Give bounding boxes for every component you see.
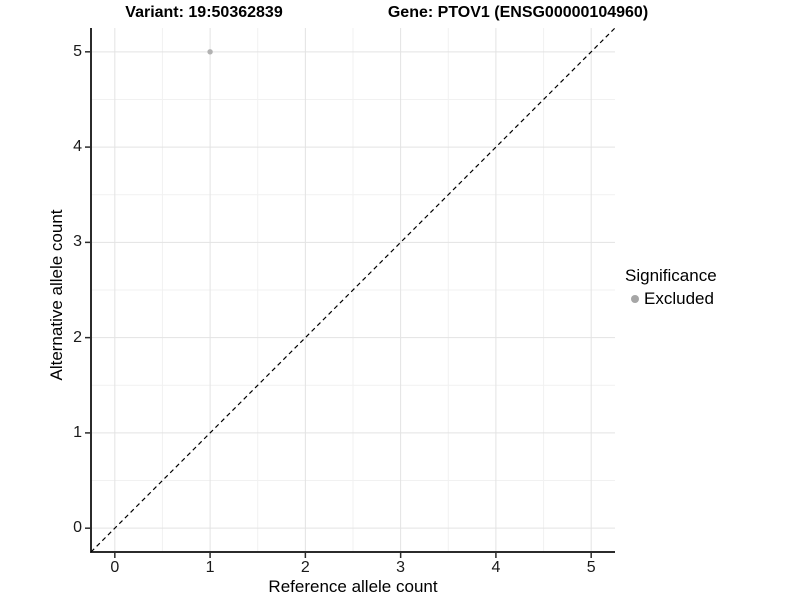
legend-item-label: Excluded (644, 289, 714, 308)
y-tick-label: 0 (73, 519, 82, 537)
identity-line (90, 27, 616, 553)
legend-item-excluded: Excluded (625, 289, 717, 309)
y-tick-label: 2 (73, 328, 82, 346)
y-tick-label: 3 (73, 233, 82, 251)
x-tick-label: 1 (205, 559, 215, 576)
y-tick-label: 4 (73, 138, 82, 156)
legend-point-marker-icon (631, 295, 639, 303)
y-axis-title: Alternative allele count (47, 209, 66, 381)
x-axis-title: Reference allele count (268, 577, 438, 596)
plot-title-gene: Gene: PTOV1 (ENSG00000104960) (387, 4, 649, 21)
y-tick-label: 5 (73, 42, 82, 60)
x-tick-label: 2 (300, 559, 310, 576)
legend-title: Significance (625, 266, 717, 285)
data-point (207, 49, 213, 55)
x-tick-label: 4 (491, 559, 501, 576)
y-tick-label: 1 (73, 423, 82, 441)
legend: Significance Excluded (625, 266, 717, 309)
plot-title-variant: Variant: 19:50362839 (125, 4, 283, 21)
x-tick-label: 3 (396, 559, 406, 576)
x-tick-label: 5 (586, 559, 596, 576)
x-tick-label: 0 (110, 559, 120, 576)
